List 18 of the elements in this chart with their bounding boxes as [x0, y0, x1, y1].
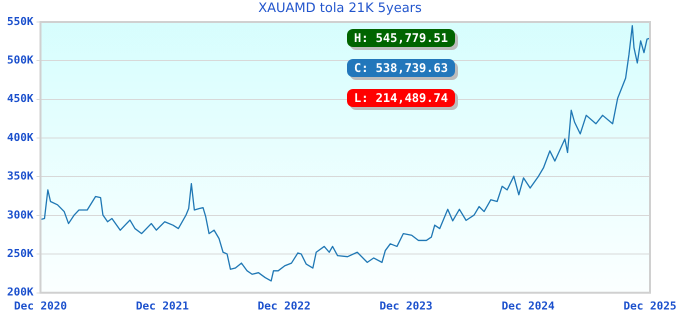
- x-tick-label: Dec 2025: [624, 299, 676, 312]
- chart-title: XAUAMD tola 21K 5years: [257, 1, 423, 16]
- x-tick-label: Dec 2020: [14, 299, 67, 312]
- y-tick-label: 500K: [6, 54, 34, 67]
- x-tick-label: Dec 2024: [502, 299, 556, 312]
- annotation: L: 214,489.74: [347, 89, 455, 107]
- annotation: H: 545,779.51: [347, 29, 455, 47]
- x-tick-label: Dec 2023: [380, 299, 432, 312]
- x-tick-label: Dec 2022: [258, 299, 311, 312]
- y-tick-label: 300K: [6, 208, 34, 222]
- x-tick-label: Dec 2021: [136, 299, 190, 312]
- y-tick-label: 350K: [6, 170, 34, 183]
- y-tick-label: 250K: [6, 246, 34, 260]
- y-tick-label: 450K: [6, 92, 34, 106]
- y-tick-label: 400K: [6, 130, 34, 144]
- y-tick-label: 550K: [6, 14, 34, 28]
- annotation: C: 538,739.63: [347, 59, 455, 77]
- y-tick-label: 200K: [6, 286, 34, 299]
